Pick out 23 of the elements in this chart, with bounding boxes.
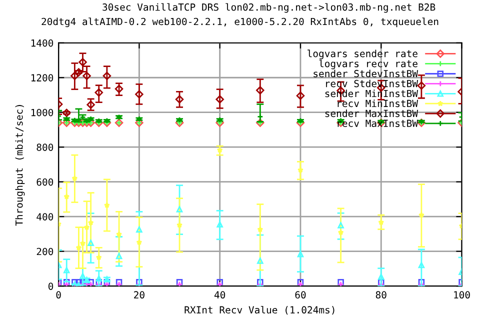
y-tick-label: 1200 bbox=[31, 74, 54, 82]
y-tick-label: 1400 bbox=[31, 39, 54, 47]
y-tick-label: 1000 bbox=[31, 108, 54, 116]
y-axis-title: Throughput (mbit/sec) bbox=[15, 105, 25, 226]
legend-label: recv MinInstBW bbox=[338, 100, 418, 108]
y-tick-label: 200 bbox=[36, 248, 54, 256]
legend-label: logvars recv rate bbox=[319, 60, 418, 70]
x-tick-label: 80 bbox=[376, 291, 386, 299]
x-tick-label: 60 bbox=[295, 291, 306, 299]
y-tick-label: 0 bbox=[48, 282, 54, 290]
y-tick-label: 600 bbox=[36, 178, 54, 186]
x-tick-label: 40 bbox=[214, 291, 226, 299]
legend-label: sender StdevInstBW bbox=[314, 70, 418, 78]
chart-subtitle: 20dtg4 altAIMD-0.2 web100-2.2.1, e1000-5.2.20 RxIntAbs 0, txqueuelen bbox=[42, 18, 438, 28]
x-tick-label: 100 bbox=[454, 291, 470, 299]
legend-label: sender MaxInstBW bbox=[325, 110, 418, 118]
x-tick-label: 0 bbox=[56, 291, 61, 299]
y-tick-label: 800 bbox=[36, 144, 54, 151]
y-tick-label: 400 bbox=[36, 213, 54, 220]
chart-title: 30sec VanillaTCP DRS lon02.mb-ng.net->lon03.mb-ng.net B2B bbox=[102, 3, 436, 13]
x-axis-title: RXInt Recv Value (1.024ms) bbox=[184, 306, 334, 315]
legend-label: logvars sender rate bbox=[308, 50, 418, 60]
x-tick-label: 20 bbox=[134, 291, 144, 299]
